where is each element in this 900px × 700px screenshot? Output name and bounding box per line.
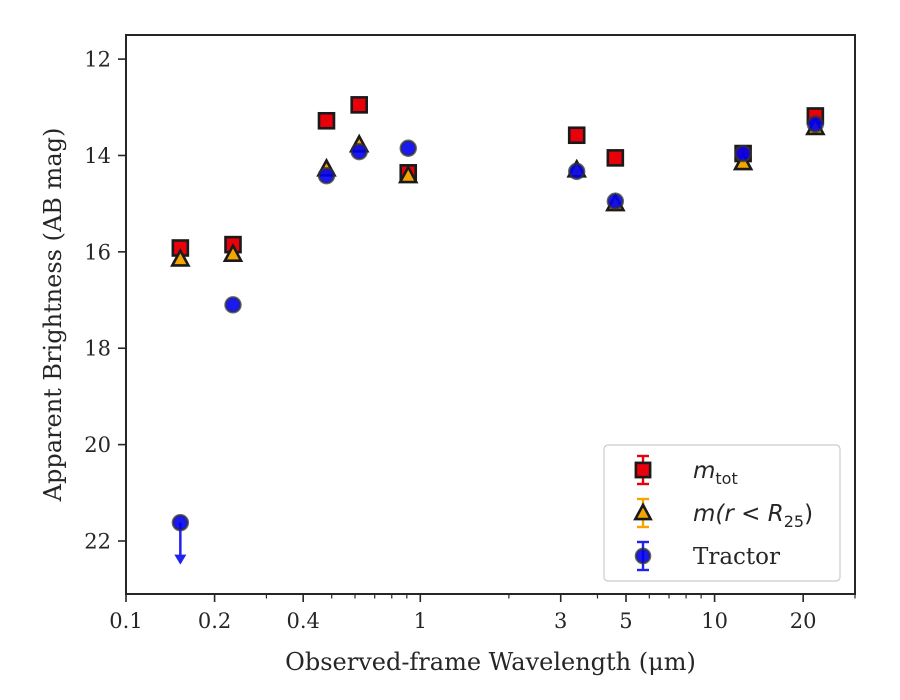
triangle-marker <box>222 243 244 262</box>
legend-label: Tractor <box>693 544 780 570</box>
x-tick-label: 20 <box>790 609 817 633</box>
x-tick-label: 0.4 <box>286 609 319 633</box>
triangle-marker <box>170 247 191 267</box>
circle-marker <box>634 547 652 565</box>
y-tick-label: 18 <box>84 337 111 361</box>
legend-box <box>603 444 841 582</box>
triangle-marker <box>397 164 419 184</box>
legend-label: mtot <box>693 458 738 488</box>
x-tick-label: 10 <box>701 609 728 633</box>
circle-marker <box>806 115 825 133</box>
triangle-marker <box>633 502 653 521</box>
y-tick-label: 20 <box>84 433 111 457</box>
circle-marker <box>568 162 586 181</box>
legend: mtot m(r < R25) Tractor <box>603 444 841 582</box>
square-marker <box>634 461 652 479</box>
legend-label-subscript: tot <box>715 469 737 488</box>
square-marker <box>317 111 336 130</box>
square-marker <box>350 96 368 114</box>
y-tick-label: 14 <box>84 144 111 168</box>
y-tick-label: 16 <box>84 240 111 264</box>
series-3 <box>171 115 825 565</box>
y-tick-label: 12 <box>84 48 111 72</box>
square-marker <box>606 149 625 167</box>
legend-label-main: m(r < R <box>693 501 784 527</box>
circle-marker <box>171 513 190 532</box>
x-tick-label: 1 <box>414 609 427 633</box>
legend-entry-1: mtot <box>634 454 738 488</box>
legend-label-subscript: 25 <box>784 512 804 531</box>
circle-marker <box>317 167 336 185</box>
x-axis-label: Observed-frame Wavelength (μm) <box>285 648 696 676</box>
x-tick-label: 3 <box>554 609 567 633</box>
x-tick-label: 5 <box>619 609 632 633</box>
data-marks <box>170 96 826 565</box>
x-tick-label: 0.1 <box>109 609 142 633</box>
legend-label-main: m <box>693 458 715 484</box>
legend-label-tail: ) <box>804 501 813 527</box>
upper-limit-arrowhead <box>174 554 187 565</box>
y-tick-label: 22 <box>84 529 111 553</box>
circle-marker <box>224 296 242 314</box>
circle-marker <box>734 144 752 163</box>
circle-marker <box>606 192 625 210</box>
legend-label: m(r < R25) <box>693 501 813 531</box>
y-axis-label: Apparent Brightness (AB mag) <box>39 128 67 503</box>
plot-frame <box>125 34 856 595</box>
circle-marker <box>350 142 368 161</box>
legend-entry-2: m(r < R25) <box>633 497 813 531</box>
axes: 0.1 0.2 0.4 1 3 5 10 20 12 14 16 18 20 22 <box>84 34 856 633</box>
square-marker <box>567 126 586 145</box>
x-tick-label: 0.2 <box>198 609 231 633</box>
circle-marker <box>399 139 417 157</box>
legend-entry-3: Tractor <box>634 540 780 572</box>
